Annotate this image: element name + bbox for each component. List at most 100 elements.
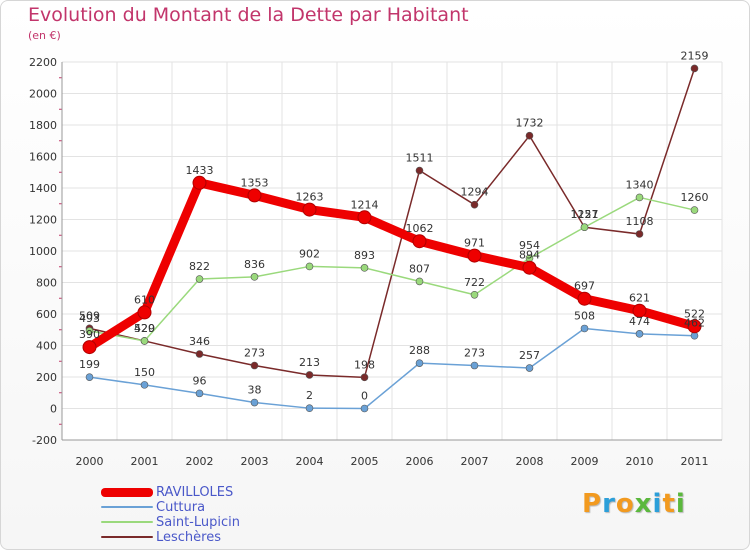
data-label-1: 0 — [361, 390, 368, 403]
data-label-1: 474 — [629, 315, 650, 328]
x-tick-label: 2004 — [296, 455, 324, 468]
data-label-0: 522 — [684, 307, 705, 320]
data-label-3: 509 — [79, 309, 100, 322]
series-point-2 — [360, 264, 369, 272]
series-point-2 — [470, 290, 479, 299]
series-point-0 — [82, 340, 97, 355]
y-tick-label: 800 — [36, 277, 57, 290]
data-label-3: 273 — [244, 347, 265, 360]
legend-item-cuttura: Cuttura — [101, 500, 361, 515]
y-tick-label: 1800 — [29, 119, 57, 132]
data-label-2: 822 — [189, 260, 210, 273]
data-label-3: 213 — [299, 356, 320, 369]
data-label-1: 96 — [193, 374, 207, 387]
legend-swatch-lescheres — [101, 536, 153, 538]
data-label-0: 697 — [574, 280, 595, 293]
x-tick-label: 2011 — [681, 455, 709, 468]
series-point-2 — [85, 327, 94, 335]
data-label-0: 621 — [629, 292, 650, 305]
y-tick-label: 1400 — [29, 182, 57, 195]
series-point-3 — [305, 371, 314, 379]
series-point-0 — [522, 260, 537, 275]
data-label-2: 893 — [354, 249, 375, 262]
series-point-1 — [250, 398, 259, 407]
legend-label-cuttura: Cuttura — [156, 500, 206, 515]
data-label-1: 2 — [306, 389, 313, 402]
series-point-0 — [137, 305, 152, 320]
series-line-0 — [85, 178, 699, 352]
x-tick-label: 2008 — [516, 455, 544, 468]
series-point-0 — [247, 188, 262, 203]
series-point-1 — [580, 324, 589, 333]
data-label-0: 390 — [79, 328, 100, 341]
series-point-1 — [525, 364, 534, 372]
series-point-3 — [360, 373, 369, 382]
series-point-1 — [305, 404, 314, 412]
y-tick-label: 1200 — [29, 214, 57, 227]
data-label-0: 1062 — [406, 222, 434, 235]
series-point-0 — [357, 210, 372, 225]
series-point-2 — [690, 206, 699, 214]
legend-swatch-cuttura — [101, 506, 153, 508]
chart-unit: (en €) — [28, 29, 61, 42]
series-point-1 — [360, 404, 369, 413]
y-tick-label: 2000 — [29, 88, 57, 101]
series-point-1 — [635, 330, 644, 338]
data-label-3: 198 — [354, 358, 375, 371]
data-label-2: 722 — [464, 276, 485, 289]
data-label-3: 1151 — [571, 208, 599, 221]
data-label-1: 150 — [134, 366, 155, 379]
data-label-1: 462 — [684, 317, 705, 330]
series-point-2 — [415, 277, 424, 286]
series-point-2 — [140, 337, 149, 345]
legend-item-saint-lupicin: Saint-Lupicin — [101, 515, 361, 530]
chart-title: Evolution du Montant de la Dette par Hab… — [28, 4, 469, 26]
legend-swatch-ravilloles — [101, 488, 153, 497]
legend-item-lescheres: Leschères — [101, 530, 361, 545]
series-point-2 — [250, 273, 259, 281]
x-tick-label: 2007 — [461, 455, 489, 468]
legend-label-lescheres: Leschères — [156, 530, 221, 545]
x-tick-label: 2005 — [351, 455, 379, 468]
series-point-3 — [250, 361, 259, 370]
y-tick-label: -200 — [32, 434, 57, 447]
data-label-1: 38 — [248, 384, 262, 397]
data-label-3: 1294 — [461, 186, 489, 199]
series-point-0 — [412, 234, 427, 249]
data-label-2: 836 — [244, 258, 265, 271]
series-point-3 — [690, 64, 699, 73]
y-tick-label: 600 — [36, 308, 57, 321]
legend-label-saint-lupicin: Saint-Lupicin — [156, 515, 240, 530]
x-tick-label: 2000 — [76, 455, 104, 468]
series-point-0 — [192, 175, 207, 190]
series-line-1 — [88, 327, 696, 410]
series-point-2 — [580, 223, 589, 232]
series-point-3 — [470, 200, 479, 209]
y-tick-label: 2200 — [29, 56, 57, 69]
series-point-0 — [687, 319, 702, 334]
x-tick-label: 2001 — [131, 455, 159, 468]
x-tick-label: 2002 — [186, 455, 214, 468]
series-point-3 — [635, 230, 644, 238]
y-tick-label: 200 — [36, 371, 57, 384]
data-label-3: 2159 — [681, 49, 709, 62]
data-label-1: 508 — [574, 309, 595, 322]
data-label-1: 273 — [464, 347, 485, 360]
y-tick-label: 1600 — [29, 151, 57, 164]
data-label-1: 288 — [409, 344, 430, 357]
legend-label-ravilloles: RAVILLOLES — [156, 485, 234, 500]
data-label-2: 520 — [134, 322, 155, 335]
series-point-1 — [195, 389, 204, 398]
x-tick-label: 2003 — [241, 455, 269, 468]
data-label-3: 1732 — [516, 117, 544, 130]
series-point-2 — [305, 262, 314, 271]
proxiti-logo: Proxiti — [582, 489, 686, 519]
data-label-3: 1511 — [406, 152, 434, 165]
series-point-2 — [195, 275, 204, 283]
data-label-2: 493 — [79, 312, 100, 325]
data-label-2: 1227 — [571, 208, 599, 221]
data-label-0: 1263 — [296, 191, 324, 204]
data-label-0: 1214 — [351, 198, 379, 211]
